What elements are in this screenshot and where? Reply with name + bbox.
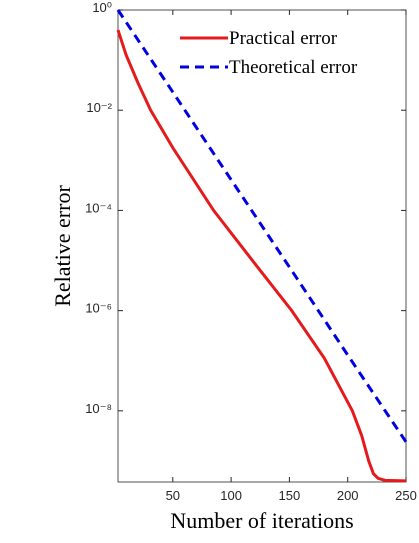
plot-area xyxy=(117,9,407,483)
y-tick-label: 10⁻⁴ xyxy=(85,200,112,215)
y-tick-label: 10⁻² xyxy=(86,100,112,115)
legend-label: Practical error xyxy=(229,28,338,49)
x-tick-label tick: 150 xyxy=(279,488,301,503)
x-axis-label: Number of iterations xyxy=(170,508,353,533)
y-tick-label: 10⁻⁸ xyxy=(85,401,112,416)
x-tick-label tick: 100 xyxy=(220,488,242,503)
line xyxy=(116,9,408,443)
y-axis-label: Relative error xyxy=(50,185,75,307)
x-tick-label tick: 200 xyxy=(337,488,359,503)
x-tick-label tick: 250 xyxy=(395,488,417,503)
y-tick-label: 10⁻⁶ xyxy=(85,301,112,316)
line xyxy=(116,29,407,483)
legend-label: Theoretical error xyxy=(229,57,358,78)
y-tick-label: 10⁰ xyxy=(92,0,112,15)
x-tick-label tick: 50 xyxy=(166,488,180,503)
